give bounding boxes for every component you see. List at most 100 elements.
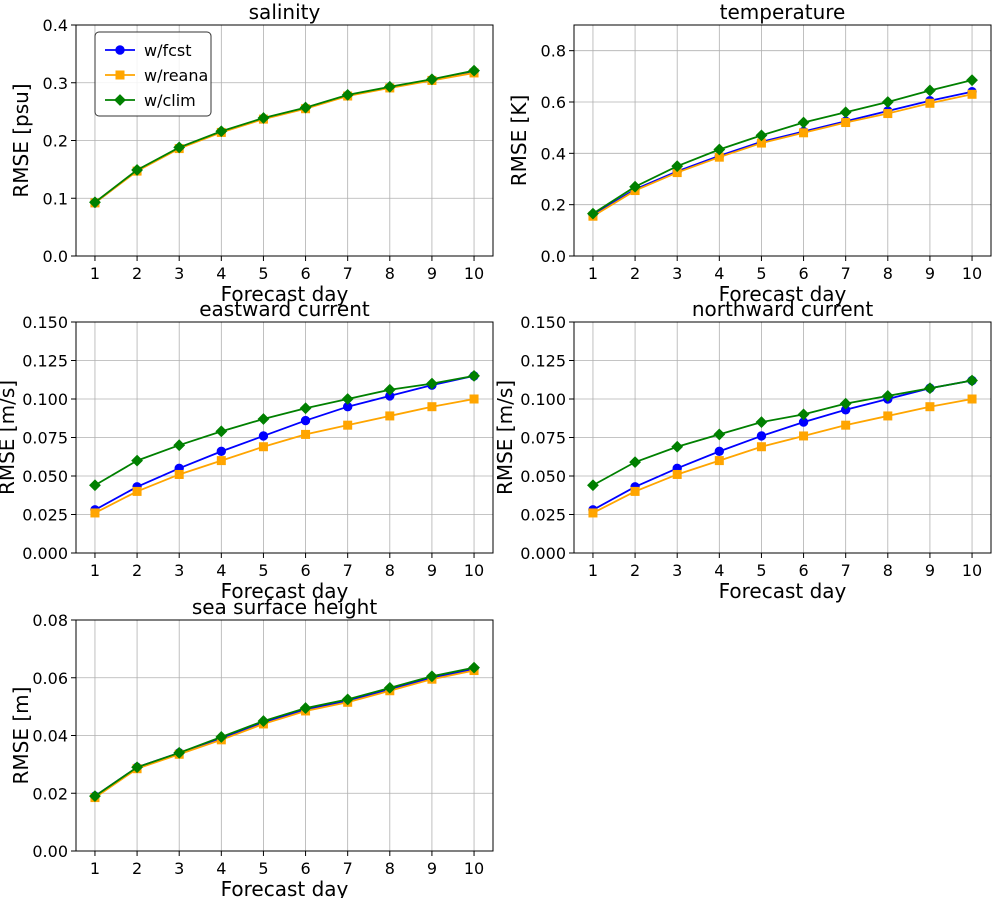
data-point-clim xyxy=(173,746,186,759)
x-tick-label: 6 xyxy=(798,264,808,283)
data-point-reana xyxy=(799,431,809,441)
data-point-reana xyxy=(925,402,935,412)
data-point-clim xyxy=(755,129,768,142)
y-tick-label: 0.000 xyxy=(520,544,566,563)
x-tick-label: 3 xyxy=(174,561,184,580)
data-point-reana xyxy=(756,442,766,452)
x-tick-label: 8 xyxy=(385,561,395,580)
data-point-clim xyxy=(131,454,143,467)
x-tick-label: 2 xyxy=(630,561,640,580)
y-tick-label: 0.08 xyxy=(32,611,68,630)
data-point-clim xyxy=(468,369,480,382)
chart-title: temperature xyxy=(720,0,846,24)
data-point-clim xyxy=(257,112,270,124)
x-tick-label: 4 xyxy=(216,264,226,283)
data-point-reana xyxy=(672,469,682,479)
series-line-fcst xyxy=(592,90,973,216)
data-point-clim xyxy=(713,143,726,156)
x-tick-label: 5 xyxy=(258,561,268,580)
x-tick-label: 6 xyxy=(300,859,310,878)
data-point-clim xyxy=(257,413,270,425)
data-point-clim xyxy=(89,196,101,209)
x-tick-label: 4 xyxy=(216,859,226,878)
data-point-clim xyxy=(966,74,978,87)
data-point-clim xyxy=(713,428,726,441)
y-tick-label: 0.06 xyxy=(32,669,68,688)
series-clim xyxy=(89,661,480,803)
x-tick-label: 10 xyxy=(464,561,484,580)
data-point-clim xyxy=(341,693,354,706)
data-point-clim xyxy=(629,456,641,469)
x-tick-label: 3 xyxy=(174,264,184,283)
x-tick-label: 9 xyxy=(427,859,437,878)
y-tick-label: 0.02 xyxy=(32,784,68,803)
y-axis-label: RMSE [K] xyxy=(507,95,531,187)
x-tick-label: 4 xyxy=(714,561,724,580)
data-point-clim xyxy=(924,84,936,97)
data-point-clim xyxy=(89,479,101,492)
x-tick-label: 10 xyxy=(464,859,484,878)
data-point-clim xyxy=(89,790,101,803)
x-tick-label: 6 xyxy=(798,561,808,580)
data-point-reana xyxy=(925,98,935,108)
x-tick-label: 10 xyxy=(962,561,982,580)
x-tick-label: 5 xyxy=(756,264,766,283)
x-tick-label: 2 xyxy=(630,264,640,283)
y-tick-label: 0.3 xyxy=(43,74,68,93)
data-point-reana xyxy=(469,394,479,404)
data-point-clim xyxy=(426,670,438,683)
data-point-clim xyxy=(587,207,599,220)
y-tick-label: 0.4 xyxy=(43,16,68,35)
x-tick-label: 8 xyxy=(883,264,893,283)
chart-title: northward current xyxy=(692,297,873,321)
data-point-reana xyxy=(799,128,809,138)
y-tick-label: 0.150 xyxy=(22,313,68,332)
data-point-clim xyxy=(671,440,684,453)
x-tick-label: 7 xyxy=(841,561,851,580)
series-line-reana xyxy=(94,669,475,799)
data-point-reana xyxy=(883,109,893,119)
data-point-reana xyxy=(216,456,226,466)
legend-marker-reana xyxy=(115,70,125,80)
y-axis-label: RMSE [m/s] xyxy=(493,380,517,495)
data-point-fcst xyxy=(714,446,725,457)
legend-box xyxy=(94,31,212,117)
data-point-reana xyxy=(967,394,977,404)
y-axis-label: RMSE [m/s] xyxy=(0,380,19,495)
series-line-clim xyxy=(592,379,973,487)
data-point-fcst xyxy=(216,446,227,457)
x-tick-label: 1 xyxy=(588,264,598,283)
data-point-clim xyxy=(468,661,480,674)
data-point-clim xyxy=(587,479,599,492)
data-point-clim xyxy=(797,408,810,421)
x-tick-label: 5 xyxy=(258,264,268,283)
series-line-clim xyxy=(94,666,475,797)
y-tick-label: 0.100 xyxy=(520,390,566,409)
x-tick-label: 3 xyxy=(672,264,682,283)
data-point-reana xyxy=(967,89,977,99)
data-point-clim xyxy=(966,374,978,387)
data-point-clim xyxy=(383,383,396,396)
data-point-clim xyxy=(426,377,438,390)
series-line-reana xyxy=(592,398,973,514)
data-point-clim xyxy=(839,397,852,410)
data-point-clim xyxy=(341,88,354,101)
x-tick-label: 9 xyxy=(925,561,935,580)
legend-marker-clim xyxy=(114,94,126,106)
series-line-clim xyxy=(94,375,475,487)
data-point-clim xyxy=(299,702,312,714)
x-tick-label: 1 xyxy=(90,859,100,878)
data-point-reana xyxy=(841,118,851,128)
series-line-fcst xyxy=(94,375,475,511)
data-point-reana xyxy=(588,508,598,518)
y-tick-label: 0.125 xyxy=(22,352,68,371)
legend-marker-fcst xyxy=(115,45,125,55)
x-tick-label: 2 xyxy=(132,561,142,580)
y-tick-label: 0.075 xyxy=(520,429,566,448)
y-tick-label: 0.2 xyxy=(541,196,566,215)
data-point-clim xyxy=(671,160,684,173)
y-tick-label: 0.8 xyxy=(541,42,566,61)
chart-title: sea surface height xyxy=(192,595,378,619)
